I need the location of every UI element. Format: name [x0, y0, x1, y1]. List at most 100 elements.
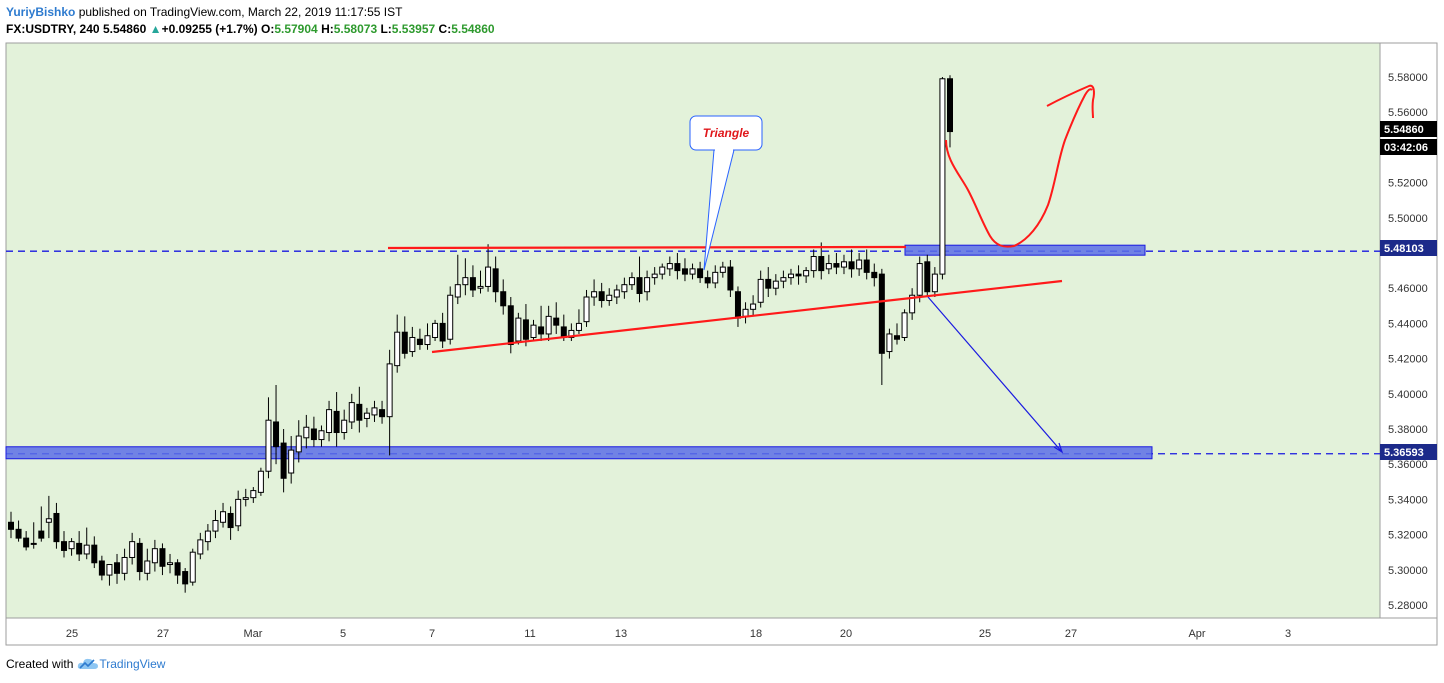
candle[interactable]	[719, 261, 726, 278]
candle[interactable]	[182, 568, 189, 593]
candle[interactable]	[522, 304, 529, 347]
candle[interactable]	[394, 314, 401, 373]
price-axis[interactable]	[1379, 42, 1438, 619]
candle[interactable]	[666, 256, 673, 276]
candle[interactable]	[386, 349, 393, 456]
candle[interactable]	[409, 326, 416, 357]
candle[interactable]	[106, 564, 113, 586]
candle[interactable]	[114, 553, 121, 584]
candle[interactable]	[151, 539, 158, 572]
target-arrow-line[interactable]	[927, 296, 1063, 453]
candle[interactable]	[530, 319, 537, 341]
candle[interactable]	[341, 409, 348, 440]
candle[interactable]	[916, 256, 923, 303]
candle[interactable]	[750, 295, 757, 317]
candle[interactable]	[242, 488, 249, 507]
candle[interactable]	[697, 261, 704, 283]
candle[interactable]	[901, 309, 908, 341]
candle[interactable]	[803, 267, 810, 283]
candle[interactable]	[818, 242, 825, 280]
candle[interactable]	[144, 548, 151, 581]
candle[interactable]	[651, 267, 658, 285]
candle[interactable]	[310, 416, 317, 447]
candle[interactable]	[167, 553, 174, 574]
candle[interactable]	[469, 265, 476, 297]
candle[interactable]	[136, 538, 143, 581]
candle[interactable]	[878, 268, 885, 385]
candle[interactable]	[613, 284, 620, 305]
candle[interactable]	[295, 420, 302, 463]
candle[interactable]	[492, 256, 499, 303]
candle[interactable]	[765, 267, 772, 297]
candle[interactable]	[61, 531, 68, 558]
candle[interactable]	[909, 288, 916, 320]
candle[interactable]	[83, 527, 90, 560]
candle[interactable]	[477, 270, 484, 294]
candle[interactable]	[273, 385, 280, 465]
candle[interactable]	[871, 263, 878, 287]
candle[interactable]	[886, 328, 893, 359]
candle[interactable]	[432, 319, 439, 341]
candle[interactable]	[204, 524, 211, 551]
candle[interactable]	[30, 522, 37, 549]
candle[interactable]	[583, 289, 590, 327]
candle[interactable]	[500, 279, 507, 315]
candle[interactable]	[727, 260, 734, 297]
candle[interactable]	[257, 467, 264, 496]
candle[interactable]	[553, 302, 560, 334]
candle[interactable]	[893, 323, 900, 345]
candle[interactable]	[174, 559, 181, 584]
candle[interactable]	[780, 270, 787, 289]
candle[interactable]	[825, 254, 832, 275]
author-name[interactable]: YuriyBishko	[6, 5, 76, 19]
candle[interactable]	[416, 328, 423, 350]
candle[interactable]	[197, 532, 204, 560]
candle[interactable]	[538, 305, 545, 341]
candle[interactable]	[591, 279, 598, 306]
candle[interactable]	[250, 487, 257, 503]
candle[interactable]	[704, 270, 711, 289]
candle[interactable]	[931, 267, 938, 297]
candle[interactable]	[712, 265, 719, 289]
candle[interactable]	[606, 288, 613, 306]
candle[interactable]	[840, 254, 847, 275]
candle[interactable]	[189, 548, 196, 586]
candle[interactable]	[787, 268, 794, 285]
candle[interactable]	[212, 509, 219, 539]
candle[interactable]	[674, 253, 681, 280]
candle[interactable]	[265, 397, 272, 479]
candle[interactable]	[227, 506, 234, 540]
candle[interactable]	[121, 548, 128, 581]
candle[interactable]	[568, 323, 575, 341]
candle[interactable]	[38, 506, 45, 542]
candle[interactable]	[689, 263, 696, 280]
candle[interactable]	[45, 495, 52, 539]
candle[interactable]	[848, 249, 855, 278]
candle[interactable]	[833, 253, 840, 275]
candle[interactable]	[235, 490, 242, 532]
candle[interactable]	[507, 297, 514, 354]
candle[interactable]	[795, 265, 802, 285]
candle[interactable]	[303, 414, 310, 449]
candle[interactable]	[621, 277, 628, 299]
candle[interactable]	[318, 425, 325, 447]
candle[interactable]	[348, 393, 355, 429]
candle[interactable]	[371, 400, 378, 422]
candle[interactable]	[462, 258, 469, 296]
candle[interactable]	[129, 532, 136, 565]
candle[interactable]	[424, 323, 431, 350]
candle[interactable]	[53, 502, 60, 549]
candle[interactable]	[15, 520, 22, 542]
candle[interactable]	[515, 312, 522, 345]
triangle-upper-line[interactable]	[387, 245, 907, 250]
candle[interactable]	[447, 286, 454, 345]
candle[interactable]	[8, 511, 14, 539]
candle[interactable]	[76, 531, 83, 561]
candle[interactable]	[856, 253, 863, 276]
candle[interactable]	[379, 400, 386, 424]
candle[interactable]	[23, 531, 30, 551]
resistance-zone[interactable]	[904, 244, 1146, 256]
candle[interactable]	[333, 392, 340, 447]
candle[interactable]	[863, 249, 870, 280]
